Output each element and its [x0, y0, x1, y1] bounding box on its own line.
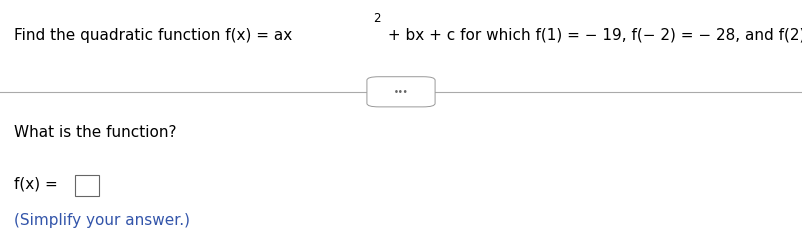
- Text: Find the quadratic function f(x) = ax: Find the quadratic function f(x) = ax: [14, 28, 293, 43]
- Text: f(x) =: f(x) =: [14, 176, 59, 191]
- Text: (Simplify your answer.): (Simplify your answer.): [14, 213, 190, 228]
- Text: 2: 2: [374, 12, 381, 24]
- Text: What is the function?: What is the function?: [14, 125, 177, 140]
- Text: + bx + c for which f(1) = − 19, f(− 2) = − 28, and f(2) = − 44.: + bx + c for which f(1) = − 19, f(− 2) =…: [383, 28, 802, 43]
- FancyBboxPatch shape: [367, 77, 435, 107]
- Text: •••: •••: [394, 88, 408, 97]
- Bar: [75, 176, 99, 196]
